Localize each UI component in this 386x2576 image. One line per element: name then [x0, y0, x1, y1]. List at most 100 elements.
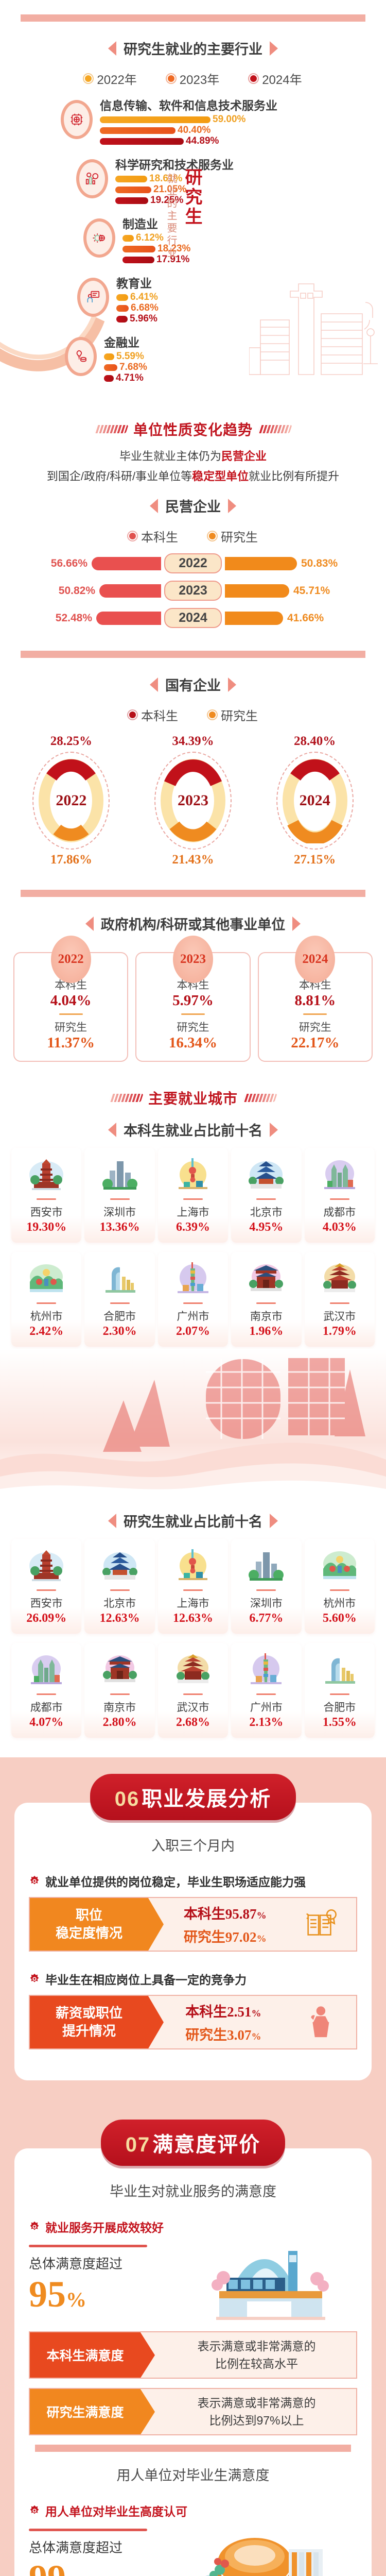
gov-cards: 2022 本科生 4.04% 研究生 11.37% 2023 本科生 5.97%… [0, 936, 386, 1074]
arrow-left-icon [108, 1513, 116, 1528]
private-bar-row: 52.48% 2024 41.66% [13, 608, 373, 628]
grad-city-title-text: 研究生就业占比前十名 [124, 1514, 262, 1530]
industry-value: 44.89% [186, 135, 219, 146]
city-percentage: 12.63% [173, 1612, 213, 1625]
private-undergrad-value: 56.66% [50, 557, 87, 569]
gov-grad-value: 22.17% [291, 1035, 340, 1051]
industry-row: 信息传输、软件和信息技术服务业 59.00% 40.40% 44.89% [0, 96, 386, 148]
private-year-label: 2022 [164, 553, 222, 573]
city-separator [110, 1198, 130, 1200]
flower-bullet-icon [30, 1974, 39, 1982]
industry-name: 信息传输、软件和信息技术服务业 [100, 99, 277, 112]
grad-city-row-2: 成都市 4.07% 南京市 2.80% 武汉市 2.68% [0, 1636, 386, 1751]
unit-nature-section: 单位性质变化趋势 毕业生就业主体仍为民营企业 到国企/政府/科研/事业单位等稳定… [0, 405, 386, 1074]
soe-grad-value: 21.43% [172, 853, 214, 867]
industry-bar-2023: 21.05% [115, 184, 376, 195]
industry-row: 科学研究和技术服务业 18.61% 21.05% 19.25% [0, 155, 386, 207]
city-card: 上海市 6.39% [157, 1148, 229, 1243]
donut-dashed-ring [276, 752, 354, 850]
gov-undergrad-label: 本科生 [55, 979, 87, 991]
career-stability-body: 本科生95.87% 研究生97.02% [148, 1898, 356, 1951]
legend-item-grad: 研究生 [208, 706, 258, 724]
legend-item-grad: 研究生 [208, 527, 258, 545]
arrow-right-icon [270, 1513, 278, 1528]
city-separator [256, 1302, 276, 1304]
flower-bullet-icon [30, 2222, 39, 2230]
undergrad-city-title: 本科生就业占比前十名 [0, 1112, 386, 1145]
career-promotion-body: 本科生2.51% 研究生3.07% [148, 1996, 356, 2049]
industry-value: 17.91% [156, 254, 190, 265]
career-promotion-grad: 研究生3.07% [185, 2024, 261, 2044]
career-point-1: 就业单位提供的岗位稳定，毕业生职场适应能力强 [14, 1867, 372, 1893]
ribbon-left-icon [94, 425, 129, 433]
industry-bar-2022: 59.00% [100, 114, 376, 125]
stat-rule [29, 2529, 147, 2532]
industry-row: 教育业 6.41% 6.68% 5.96% [0, 274, 386, 326]
industry-bar-2024: 44.89% [100, 135, 376, 146]
arrow-left-icon [150, 677, 158, 692]
career-content: 入职三个月内 就业单位提供的岗位稳定，毕业生职场适应能力强 职位 稳定度情况 本… [14, 1803, 372, 2081]
satisfaction-stat-2-col: 总体满意度超过 99% [29, 2526, 168, 2576]
donut-chart: 2023 [154, 752, 232, 850]
stat-rule [29, 2245, 147, 2248]
gov-year-badge: 2024 [295, 936, 336, 983]
city-name: 武汉市 [323, 1311, 356, 1323]
private-bar-row: 56.66% 2022 50.83% [13, 553, 373, 573]
ribbon-left-icon [109, 1094, 144, 1102]
desc-highlight: 民营企业 [221, 450, 267, 463]
city-name: 合肥市 [323, 1702, 356, 1714]
city-name: 成都市 [323, 1207, 356, 1218]
undergrad-city-title-text: 本科生就业占比前十名 [124, 1123, 262, 1139]
gov-undergrad-value: 5.97% [172, 992, 214, 1009]
city-separator [183, 1589, 203, 1591]
industry-value: 19.25% [150, 195, 184, 206]
campus-library-illustration [0, 1349, 386, 1503]
industry-value: 6.12% [136, 232, 164, 243]
city-name: 南京市 [250, 1311, 283, 1323]
career-promotion-undergrad-text: 本科生2.51 [185, 2004, 252, 2020]
undergrad-satisfaction-text-1: 表示满意或非常满意的 [197, 2339, 316, 2353]
percent-symbol: % [256, 1910, 267, 1922]
legend-label-2024: 2024年 [262, 73, 302, 87]
career-stability-box: 职位 稳定度情况 本科生95.87% 研究生97.02% [29, 1897, 357, 1952]
arrow-right-icon [292, 916, 301, 931]
private-enterprise-title-text: 民营企业 [165, 499, 221, 515]
city-percentage: 1.96% [249, 1325, 284, 1338]
city-separator [183, 1693, 203, 1695]
donut-dashed-ring [32, 752, 110, 850]
industry-bar-2023: 18.23% [122, 243, 376, 254]
gov-year-badge: 2022 [50, 936, 91, 983]
career-subhead: 入职三个月内 [14, 1832, 372, 1867]
city-separator [37, 1302, 57, 1304]
undergrad-city-row-1: 西安市 19.30% 深圳市 13.36% 上海市 6.39% [0, 1145, 386, 1245]
city-card: 成都市 4.07% [11, 1643, 82, 1738]
city-percentage: 1.79% [322, 1325, 357, 1338]
career-stability-undergrad: 本科生95.87% [184, 1903, 267, 1923]
industry-name: 制造业 [122, 217, 158, 231]
nanjing-gate-icon [232, 1259, 300, 1297]
gov-card-2022: 2022 本科生 4.04% 研究生 11.37% [13, 936, 129, 1062]
legend-label-undergrad: 本科生 [141, 709, 178, 723]
gov-grad-label: 研究生 [299, 1022, 331, 1033]
city-separator [256, 1589, 276, 1591]
career-promotion-label: 薪资或职位 提升情况 [30, 1996, 148, 2049]
hefei-grand-theatre-icon [85, 1259, 153, 1297]
city-percentage: 4.95% [249, 1221, 284, 1234]
private-undergrad-value: 52.48% [55, 612, 92, 624]
donut-year-label: 2022 [56, 792, 87, 809]
city-name: 合肥市 [103, 1311, 136, 1323]
private-bars: 56.66% 2022 50.83% 50.82% 2023 45.71% 52… [0, 548, 386, 641]
satisfaction-point-1-text: 就业服务开展成效较好 [45, 2221, 164, 2235]
gov-undergrad-value: 8.81% [294, 992, 336, 1009]
city-card: 北京市 12.63% [84, 1539, 155, 1634]
desc-text: 就业比例有所提升 [249, 469, 340, 483]
city-card: 成都市 4.03% [304, 1148, 375, 1243]
city-skyline-illustration [249, 283, 378, 375]
city-separator [329, 1198, 349, 1200]
arrow-left-icon [85, 916, 94, 931]
soe-donut-2023: 34.39% 2023 21.43% [145, 734, 241, 867]
legend-item-2022: 2022年 [84, 70, 137, 88]
industry-value: 18.61% [149, 173, 183, 184]
guangzhou-canton-tower-icon [232, 1650, 300, 1688]
city-card: 合肥市 1.55% [304, 1643, 375, 1738]
